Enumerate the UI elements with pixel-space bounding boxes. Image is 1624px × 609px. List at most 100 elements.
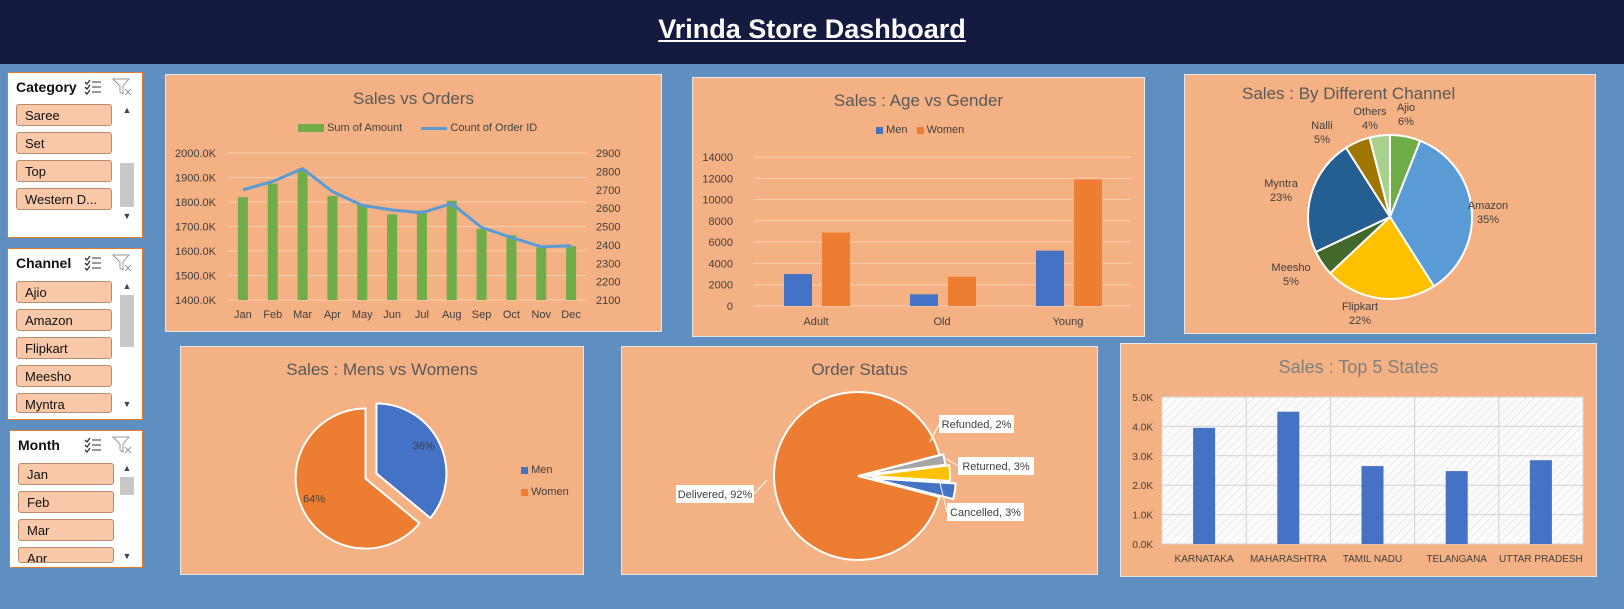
chart-title: Sales : By Different Channel: [1242, 84, 1456, 103]
mens-vs-womens-panel[interactable]: Sales : Mens vs Womens 36% 64% Men Women: [180, 346, 584, 575]
legend-swatch-line: [421, 126, 448, 130]
scroll-up-icon[interactable]: ▲: [122, 281, 132, 291]
pie-slice: [773, 391, 941, 561]
slicer-item-top[interactable]: Top: [16, 160, 112, 182]
multi-select-icon[interactable]: [84, 255, 102, 271]
slicer-item-feb[interactable]: Feb: [18, 491, 114, 513]
x-tick-label: Mar: [293, 309, 312, 321]
slicer-item-amazon[interactable]: Amazon: [16, 309, 112, 331]
y-tick-left: 1500.0K: [175, 271, 217, 283]
x-tick-label: Aug: [442, 309, 462, 321]
y-tick-label: 0: [727, 301, 733, 313]
slicer-scrollbar[interactable]: ▲ ▼: [120, 105, 134, 223]
slicer-item-ajio[interactable]: Ajio: [16, 281, 112, 303]
scroll-up-icon[interactable]: ▲: [122, 105, 132, 115]
scroll-down-icon[interactable]: ▼: [122, 399, 132, 409]
scroll-thumb[interactable]: [120, 163, 134, 207]
chart-title: Order Status: [811, 360, 908, 379]
sales-vs-orders-chart: 1400.0K 1500.0K 1600.0K 1700.0K 1800.0K 1900.…: [175, 148, 620, 321]
x-tick-label: May: [352, 309, 373, 321]
y-tick-right: 2400: [596, 240, 620, 252]
slicer-item-saree[interactable]: Saree: [16, 104, 112, 126]
slicer-item-jan[interactable]: Jan: [18, 463, 114, 485]
slice-percent: 5%: [1283, 276, 1299, 288]
chart-legend: Sum of Amount Count of Order ID: [298, 122, 537, 134]
bar: [948, 276, 976, 306]
label-box: [947, 503, 1024, 521]
pie-slice: [1388, 139, 1473, 288]
slice-label: Nalli: [1311, 120, 1332, 132]
y-tick-right: 2600: [596, 203, 620, 215]
chart-title: Sales : Top 5 States: [1278, 357, 1439, 377]
slice-label: Meesho: [1271, 262, 1310, 274]
slice-percent: 22%: [1349, 315, 1371, 327]
legend-label: Men: [886, 124, 908, 136]
scroll-thumb[interactable]: [120, 295, 134, 347]
slice-label: Refunded, 2%: [942, 419, 1012, 431]
multi-select-icon[interactable]: [84, 79, 102, 95]
clear-filter-icon[interactable]: [112, 436, 132, 454]
x-tick-label: MAHARASHTRA: [1250, 554, 1327, 565]
pie-slice: [1307, 146, 1392, 254]
bar: [267, 183, 278, 300]
label-box: [939, 415, 1014, 433]
slicer-item-flipkart[interactable]: Flipkart: [16, 337, 112, 359]
channel-slicer: Channel Ajio Amazon Flipkart Meesho Mynt…: [7, 248, 143, 420]
y-tick-label: 2.0K: [1132, 481, 1153, 492]
bar: [536, 247, 547, 300]
y-tick-left: 1400.0K: [175, 295, 217, 307]
slice-percent: 6%: [1398, 116, 1414, 128]
scroll-down-icon[interactable]: ▼: [122, 211, 132, 221]
slicer-item-mar[interactable]: Mar: [18, 519, 114, 541]
top-states-chart: 0.0K 1.0K 2.0K 3.0K 4.0K 5.0K KARNATAKA MAHARAS…: [1132, 393, 1584, 565]
bar: [1277, 411, 1300, 544]
slicer-item-apr[interactable]: Apr: [18, 547, 114, 563]
slicer-item-set[interactable]: Set: [16, 132, 112, 154]
y-tick-right: 2200: [596, 277, 620, 289]
bar: [910, 294, 938, 306]
slicer-item-meesho[interactable]: Meesho: [16, 365, 112, 387]
y-tick-label: 2000: [709, 280, 733, 292]
y-tick-right: 2500: [596, 222, 620, 234]
pie-slice: [1328, 215, 1436, 300]
order-status-panel[interactable]: Order Status Delivered, 92% Refunded, 2% R…: [621, 346, 1098, 575]
pie-slice: [375, 402, 448, 520]
scroll-thumb[interactable]: [120, 477, 134, 495]
bar: [416, 210, 427, 300]
bar: [1074, 179, 1102, 306]
bar: [327, 195, 338, 300]
clear-filter-icon[interactable]: [112, 254, 132, 272]
multi-select-icon[interactable]: [84, 437, 102, 453]
slicer-item-western[interactable]: Western D...: [16, 188, 112, 210]
scroll-up-icon[interactable]: ▲: [122, 463, 132, 473]
slice-percent: 36%: [413, 441, 435, 453]
y-tick-label: 4.0K: [1132, 422, 1153, 433]
scroll-down-icon[interactable]: ▼: [122, 551, 132, 561]
clear-filter-icon[interactable]: [112, 78, 132, 96]
month-slicer: Month Jan Feb Mar Apr ▲ ▼: [9, 430, 143, 568]
y-tick-right: 2100: [596, 295, 620, 307]
slicer-scrollbar[interactable]: ▲ ▼: [120, 463, 134, 563]
slicer-item-myntra[interactable]: Myntra: [16, 393, 112, 413]
y-tick-label: 5.0K: [1132, 393, 1153, 404]
bar: [297, 170, 308, 300]
sales-by-channel-panel[interactable]: Sales : By Different Channel Ajio 6% Amazo…: [1184, 74, 1596, 334]
bar: [357, 204, 368, 300]
top-states-panel[interactable]: Sales : Top 5 States 0.0K 1.0K 2.0K 3.0K 4.0…: [1120, 343, 1597, 577]
bar: [566, 246, 577, 300]
slice-percent: 23%: [1270, 192, 1292, 204]
age-vs-gender-chart: 0 2000 4000 6000 8000 10000 12000 14000 Adult Old…: [702, 152, 1131, 328]
chart-legend: Men Women: [876, 124, 964, 136]
mens-vs-womens-chart: 36% 64%: [294, 402, 448, 550]
slicer-scrollbar[interactable]: ▲ ▼: [120, 281, 134, 411]
label-box: [676, 485, 754, 503]
slice-label: Myntra: [1264, 178, 1299, 190]
pie-slice: [294, 407, 421, 550]
y-tick-label: 10000: [702, 195, 733, 207]
sales-vs-orders-panel[interactable]: Sales vs Orders Sum of Amount Count of O…: [165, 74, 662, 332]
leader-line: [753, 479, 768, 495]
slice-percent: 5%: [1314, 134, 1330, 146]
age-vs-gender-panel[interactable]: Sales : Age vs Gender Men Women 0 2000 400…: [692, 77, 1145, 337]
y-tick-label: 1.0K: [1132, 511, 1153, 522]
legend-swatch-bar: [298, 124, 324, 133]
